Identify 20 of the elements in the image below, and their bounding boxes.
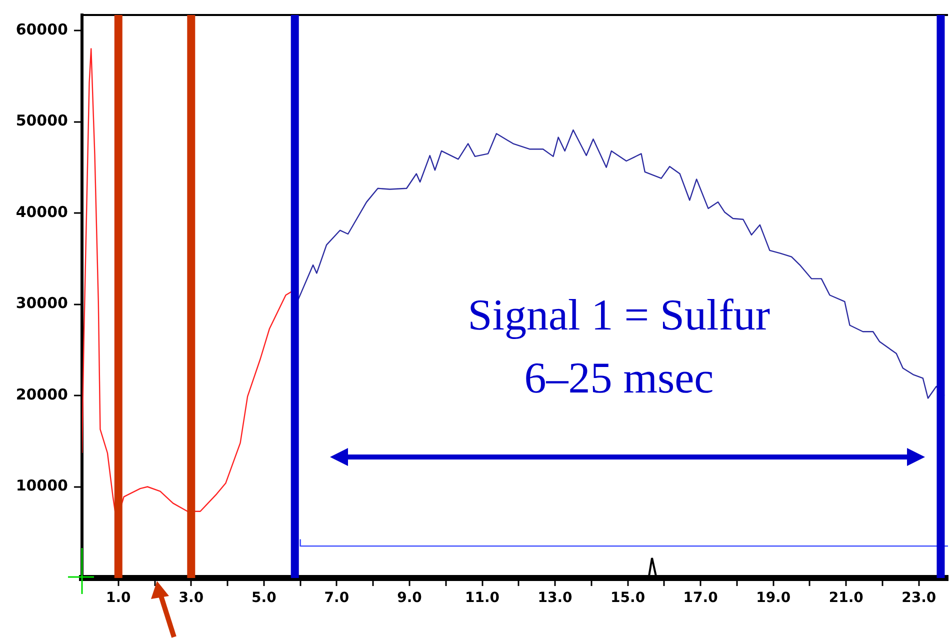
x-tick-label: 21.0 (828, 590, 864, 606)
y-tick-label: 50000 (16, 112, 68, 130)
x-tick-label: 7.0 (324, 590, 350, 606)
x-tick-label: 3.0 (178, 590, 204, 606)
y-tick-label: 30000 (16, 294, 68, 312)
x-tick-label: 19.0 (756, 590, 791, 606)
x-tick-label: 9.0 (397, 590, 422, 606)
y-tick-label: 10000 (16, 476, 68, 495)
x-tick-label: 23.0 (902, 590, 936, 606)
x-tick-label: 11.0 (464, 590, 500, 606)
y-tick-label: 40000 (16, 202, 68, 221)
x-tick-label: 15.0 (610, 590, 646, 606)
annotation: Signal 1 = Sulfur (468, 290, 770, 340)
x-tick-label: 17.0 (683, 590, 718, 606)
x-tick-label: 5.0 (252, 590, 277, 606)
x-tick-label: 13.0 (538, 590, 573, 606)
y-tick-label: 60000 (16, 20, 68, 38)
x-tick-label: 1.0 (106, 590, 132, 606)
y-tick-label: 20000 (16, 385, 68, 404)
annotation: 6–25 msec (524, 354, 714, 403)
